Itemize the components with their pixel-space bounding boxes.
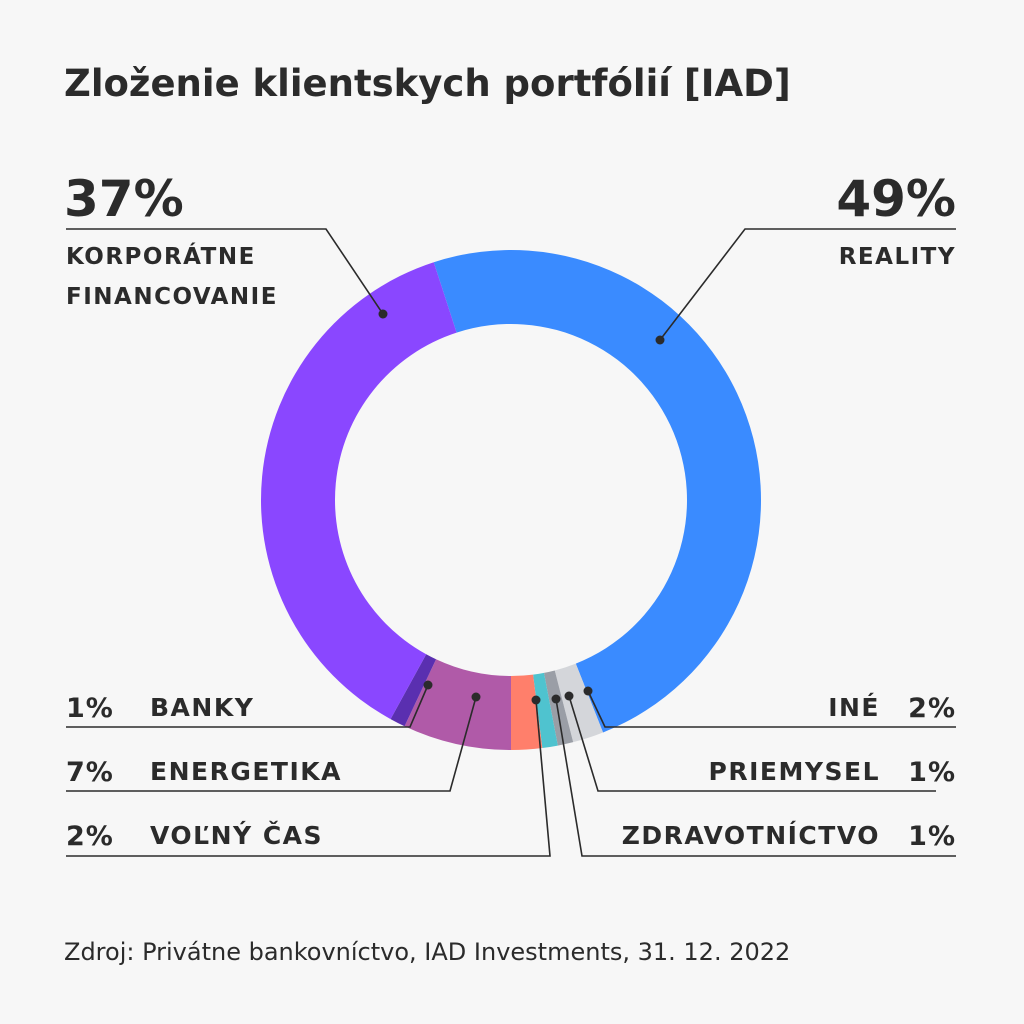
chart-title: Zloženie klientskych portfólií [IAD] xyxy=(64,62,791,105)
slice-korporátne-financovanie xyxy=(261,262,457,720)
label-banky-pct: 1% xyxy=(66,693,114,724)
slice-banky xyxy=(390,654,437,727)
leader-ine xyxy=(587,690,956,728)
label-row-ine: 2% xyxy=(908,695,956,722)
label-korporatne-pct: 37% xyxy=(64,170,184,228)
donut-slices xyxy=(261,250,761,750)
label-korporatne-line2: FINANCOVANIE xyxy=(66,284,278,310)
leader-priemysel xyxy=(568,695,936,792)
dot-volny-cas xyxy=(531,695,541,705)
label-energetika-pct: 7% xyxy=(66,757,114,788)
slice-reality xyxy=(433,250,761,733)
dot-reality xyxy=(655,335,665,345)
label-row-energetika: 7% xyxy=(66,759,114,786)
leader-banky xyxy=(66,684,429,728)
label-energetika-name: ENERGETIKA xyxy=(150,757,343,786)
label-row-banky: 1% xyxy=(66,695,114,722)
label-ine-name: INÉ xyxy=(828,693,880,722)
label-banky-name: BANKY xyxy=(150,693,255,722)
leader-korporatne xyxy=(66,228,384,315)
leader-volny-cas xyxy=(66,699,551,857)
dot-korporatne xyxy=(378,309,388,319)
label-priemysel-name: PRIEMYSEL xyxy=(708,757,880,786)
label-ine-pct: 2% xyxy=(908,693,956,724)
leader-zdravotnictvo xyxy=(555,698,956,857)
source-note: Zdroj: Privátne bankovníctvo, IAD Invest… xyxy=(64,938,791,966)
dot-priemysel xyxy=(564,691,574,701)
slice-voľný-čas xyxy=(511,674,543,750)
dot-banky xyxy=(423,680,433,690)
label-volny-cas-pct: 2% xyxy=(66,821,114,852)
leader-energetika xyxy=(66,696,477,792)
label-priemysel-pct: 1% xyxy=(908,757,956,788)
leader-reality xyxy=(659,228,956,341)
dot-zdravotnictvo xyxy=(551,694,561,704)
leader-dots xyxy=(378,309,665,705)
slice-zdravotníctvo xyxy=(533,672,558,749)
label-row-priemysel: 1% xyxy=(908,759,956,786)
label-volny-cas-name: VOĽNÝ ČAS xyxy=(150,821,324,850)
label-row-zdravotnictvo: 1% xyxy=(908,823,956,850)
label-reality-pct: 49% xyxy=(836,170,956,228)
leader-lines xyxy=(66,228,956,857)
slice-priemysel xyxy=(543,670,574,746)
dot-energetika xyxy=(471,692,481,702)
label-zdravotnictvo-name: ZDRAVOTNÍCTVO xyxy=(621,821,880,850)
label-row-volny-cas: 2% xyxy=(66,823,114,850)
label-reality-name: REALITY xyxy=(838,244,956,270)
slice-iné xyxy=(554,663,604,743)
label-zdravotnictvo-pct: 1% xyxy=(908,821,956,852)
dot-ine xyxy=(583,686,593,696)
label-korporatne-line1: KORPORÁTNE xyxy=(66,244,256,270)
